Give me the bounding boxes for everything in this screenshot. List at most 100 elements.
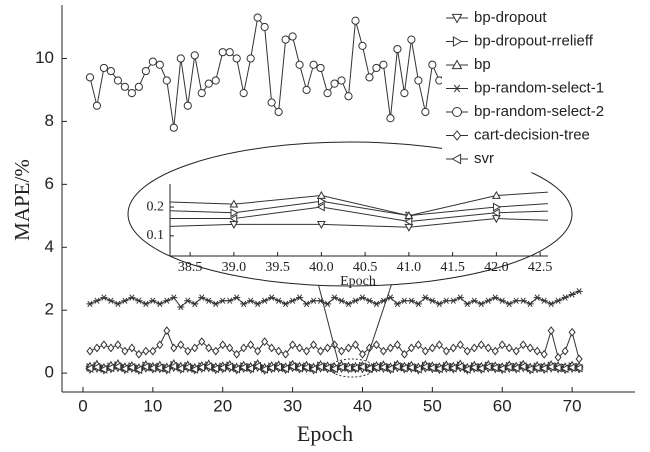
marker <box>379 346 387 356</box>
marker <box>575 354 583 364</box>
marker <box>435 340 443 350</box>
series-line <box>89 290 580 308</box>
marker <box>254 346 262 356</box>
marker <box>309 297 318 304</box>
marker <box>497 364 506 374</box>
marker <box>406 363 415 372</box>
inset-x-tick-label: 38.5 <box>178 260 203 275</box>
marker <box>372 63 381 73</box>
marker <box>351 297 360 304</box>
marker <box>301 363 310 372</box>
marker <box>407 343 415 353</box>
marker <box>477 300 485 308</box>
y-tick-label: 8 <box>45 111 54 130</box>
marker <box>427 363 436 373</box>
marker <box>99 63 109 73</box>
marker <box>518 362 527 371</box>
marker <box>141 66 150 76</box>
marker <box>547 300 555 308</box>
x-tick-label: 20 <box>213 396 232 415</box>
marker <box>295 294 304 301</box>
inset-plot <box>170 190 548 232</box>
marker <box>253 13 262 22</box>
marker <box>505 300 513 308</box>
marker <box>261 337 269 347</box>
marker <box>428 343 436 353</box>
y-axis-label: MAPE/% <box>10 159 34 241</box>
inset-x-tick-label: 41.5 <box>440 260 465 275</box>
marker <box>134 82 143 91</box>
marker <box>448 363 457 373</box>
marker <box>296 343 304 353</box>
marker <box>275 346 283 356</box>
marker <box>289 340 297 350</box>
marker <box>358 294 367 301</box>
x-tick-label: 60 <box>493 396 512 415</box>
legend-marker <box>451 153 462 165</box>
marker <box>455 362 464 371</box>
marker <box>316 220 326 229</box>
marker <box>540 349 548 359</box>
marker <box>282 349 290 359</box>
marker <box>260 22 269 32</box>
marker <box>113 362 122 371</box>
marker <box>512 346 520 356</box>
marker <box>127 363 136 372</box>
marker <box>379 60 388 69</box>
marker <box>575 288 583 295</box>
marker <box>226 297 234 304</box>
marker <box>441 362 450 372</box>
marker <box>85 363 94 373</box>
marker <box>232 364 241 374</box>
marker <box>491 190 501 199</box>
marker <box>511 363 520 373</box>
y-tick-label: 2 <box>45 300 54 319</box>
plot-area <box>85 13 584 375</box>
marker <box>428 297 436 304</box>
x-tick-label: 10 <box>143 396 162 415</box>
marker <box>505 343 513 353</box>
marker <box>533 294 541 301</box>
marker <box>351 16 360 25</box>
marker <box>148 57 157 66</box>
marker <box>526 343 534 353</box>
marker <box>226 343 234 353</box>
marker <box>128 343 136 353</box>
marker <box>372 340 380 350</box>
marker <box>170 343 178 353</box>
marker <box>316 190 326 199</box>
marker <box>183 101 192 110</box>
y-tick-label: 6 <box>45 174 54 193</box>
marker <box>204 362 213 371</box>
marker <box>491 215 501 224</box>
marker <box>134 365 143 375</box>
marker <box>191 300 199 308</box>
marker <box>484 343 492 353</box>
marker <box>99 364 108 374</box>
marker <box>442 297 450 304</box>
legend-label: bp-random-select-1 <box>474 79 604 96</box>
marker <box>336 362 345 372</box>
marker <box>547 326 555 336</box>
x-tick-label: 30 <box>283 396 302 415</box>
marker <box>532 363 541 373</box>
marker <box>400 349 408 359</box>
marker <box>177 303 185 311</box>
marker <box>519 297 527 304</box>
marker <box>393 44 402 54</box>
marker <box>197 363 206 372</box>
marker <box>212 300 220 308</box>
marker <box>183 362 192 372</box>
marker <box>316 202 325 212</box>
marker <box>149 346 157 356</box>
marker <box>107 297 115 304</box>
marker <box>260 364 269 374</box>
inset-series-line <box>170 218 548 228</box>
marker <box>554 297 562 304</box>
marker <box>470 343 478 353</box>
marker <box>274 107 283 117</box>
inset-x-tick-label: 39.5 <box>265 260 290 275</box>
marker <box>308 364 317 374</box>
marker <box>323 88 332 98</box>
marker <box>170 294 178 301</box>
